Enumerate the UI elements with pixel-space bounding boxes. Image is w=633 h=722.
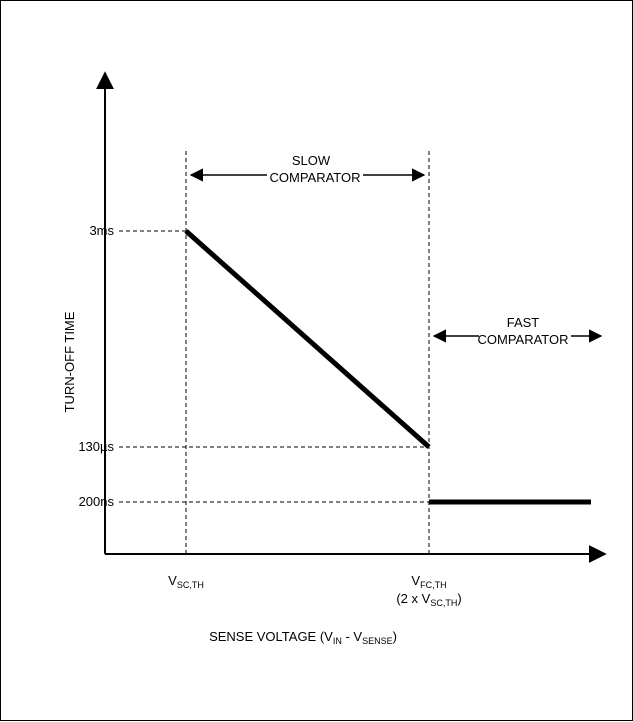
x-axis-label: SENSE VOLTAGE (VIN - VSENSE) <box>209 629 397 646</box>
y-tick-3ms: 3ms <box>89 223 114 238</box>
fast-label-line2: COMPARATOR <box>477 332 568 347</box>
y-tick-130us: 130µs <box>78 439 114 454</box>
y-axis-label: TURN-OFF TIME <box>62 311 77 412</box>
slow-label-line1: SLOW <box>292 153 331 168</box>
x-tick-vfc-note: (2 x VSC,TH) <box>396 591 461 608</box>
slow-segment <box>184 229 431 449</box>
x-tick-vsc: VSC,TH <box>168 573 204 590</box>
x-tick-vfc: VFC,TH <box>411 573 446 590</box>
slow-label-line2: COMPARATOR <box>269 170 360 185</box>
fast-label-line1: FAST <box>507 315 540 330</box>
y-tick-200ns: 200ns <box>79 494 115 509</box>
